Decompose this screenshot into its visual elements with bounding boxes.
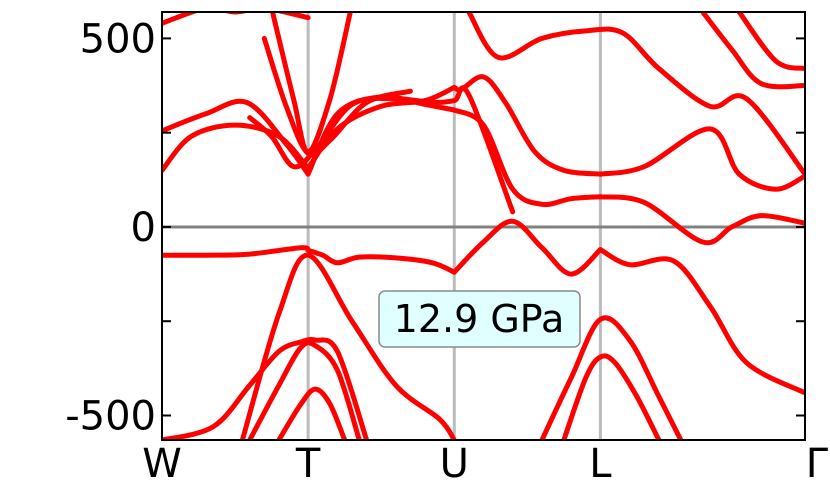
band-17 (700, 12, 805, 90)
pressure-annotation: 12.9 GPa (378, 290, 581, 348)
y-tick-label: -500 (65, 393, 156, 439)
band-23 (239, 252, 457, 440)
band-13 (247, 85, 516, 215)
band-8 (597, 194, 805, 246)
x-tick-label-T: T (295, 441, 321, 487)
band-2 (305, 247, 457, 275)
band-19 (162, 12, 311, 26)
x-tick-label-Γ: Γ (806, 441, 829, 487)
y-tick-label: 500 (80, 16, 156, 62)
band-25 (561, 353, 662, 440)
band-20 (162, 336, 370, 440)
annotation-text: 12.9 GPa (394, 297, 565, 341)
x-tick-label-L: L (589, 441, 612, 487)
band-3 (451, 218, 603, 277)
x-tick-label-W: W (142, 441, 182, 487)
band-21 (247, 340, 362, 440)
bands (162, 12, 805, 440)
band-11 (451, 74, 603, 177)
band-24 (539, 315, 684, 440)
band-16 (466, 12, 805, 177)
annotation-box (378, 290, 581, 348)
band-12 (597, 126, 805, 192)
x-tick-label-U: U (440, 441, 469, 487)
band-14 (261, 35, 413, 158)
y-tick-label: 0 (131, 205, 156, 251)
y-axis-ticks: 500 0 -500 (65, 16, 805, 439)
band-15 (269, 12, 353, 154)
band-18 (736, 12, 805, 72)
band-1 (162, 245, 311, 258)
band-7 (451, 107, 603, 208)
band-9 (162, 122, 311, 173)
band-4 (597, 247, 805, 396)
band-22 (276, 386, 348, 440)
